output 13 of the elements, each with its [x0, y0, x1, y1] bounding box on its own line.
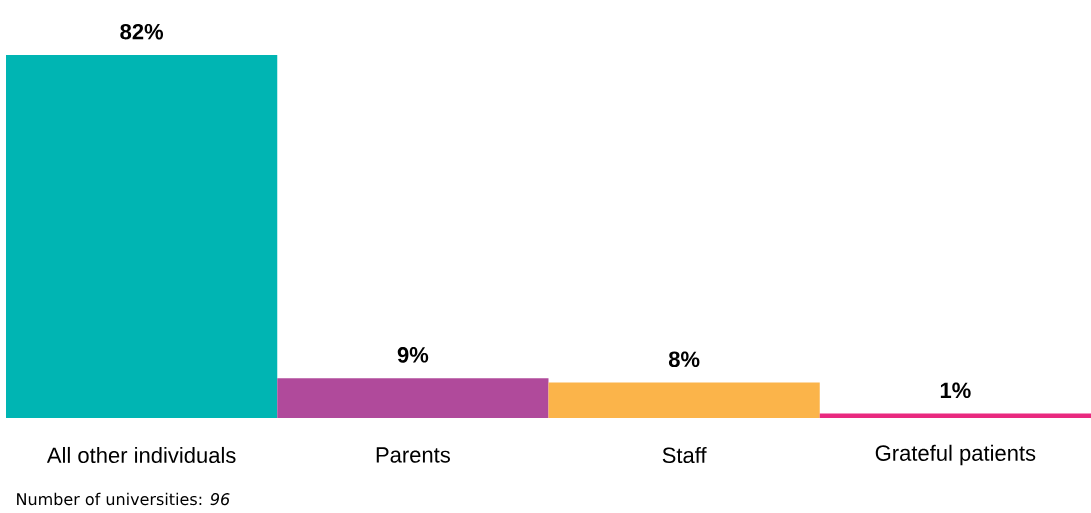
bar [6, 54, 278, 418]
bar [548, 382, 820, 418]
data-label: 1% [940, 382, 971, 399]
x-tick-label: Staff [662, 446, 707, 464]
bar [277, 378, 549, 418]
data-label: 9% [397, 347, 429, 363]
x-tick-label: All other individuals [46, 446, 236, 464]
data-label: 8% [668, 351, 700, 368]
x-tick-label: Grateful patients [875, 444, 1036, 466]
data-label: 82% [120, 23, 164, 40]
text: Number of universities: 96 [17, 492, 230, 506]
x-tick-label: Parents [376, 447, 450, 463]
bar [819, 413, 1091, 418]
